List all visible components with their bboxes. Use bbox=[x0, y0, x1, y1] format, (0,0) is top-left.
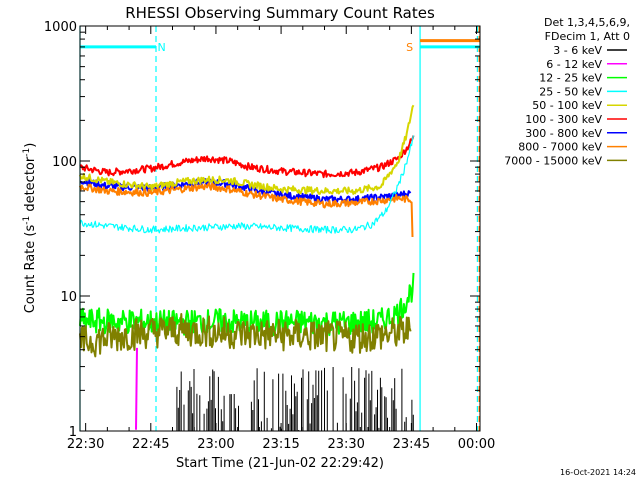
x-tick-label: 22:45 bbox=[132, 437, 169, 452]
y-tick-label: 100 bbox=[52, 155, 77, 170]
x-tick-label: 23:30 bbox=[327, 437, 364, 452]
y-axis-label-part3: ) bbox=[23, 143, 38, 148]
y-axis-label-part1: Count Rate (s bbox=[23, 225, 38, 314]
legend-label: 100 - 300 keV bbox=[525, 113, 602, 126]
legend-label: 7000 - 15000 keV bbox=[504, 154, 602, 167]
y-tick-label: 1000 bbox=[44, 20, 77, 35]
y-tick-label: 1 bbox=[69, 425, 77, 440]
legend-label: 6 - 12 keV bbox=[546, 58, 602, 71]
x-tick-label: 23:15 bbox=[262, 437, 299, 452]
y-axis-label-part2: detector bbox=[23, 156, 38, 216]
series-curve-0 bbox=[79, 135, 415, 179]
series-curve-5 bbox=[135, 347, 138, 430]
legend-label: 12 - 25 keV bbox=[539, 72, 602, 85]
footer-date: 16-Oct-2021 14:24 bbox=[560, 468, 636, 477]
y-axis-label: Count Rate (s-1 detector-1) bbox=[22, 143, 38, 314]
chart-title: RHESSI Observing Summary Count Rates bbox=[125, 4, 435, 22]
y-tick-label: 10 bbox=[60, 290, 77, 305]
legend-header-2: FDecim 1, Att 0 bbox=[545, 30, 630, 43]
annotation-0: N bbox=[158, 41, 166, 54]
y-axis-label-sup1: -1 bbox=[22, 216, 32, 225]
legend-label: 50 - 100 keV bbox=[532, 99, 602, 112]
x-tick-label: 23:45 bbox=[393, 437, 430, 452]
legend-label: 800 - 7000 keV bbox=[518, 141, 602, 154]
series-curve-4 bbox=[79, 135, 415, 234]
series-3-6-kev bbox=[176, 367, 414, 431]
x-tick-label: 22:30 bbox=[67, 437, 104, 452]
legend-header-1: Det 1,3,4,5,6,9, bbox=[544, 16, 630, 29]
legend-label: 300 - 800 keV bbox=[525, 127, 602, 140]
x-tick-label: 23:00 bbox=[197, 437, 234, 452]
series-curve-7 bbox=[79, 313, 412, 358]
x-axis-label: Start Time (21-Jun-02 22:29:42) bbox=[176, 456, 384, 471]
legend-label: 3 - 6 keV bbox=[553, 44, 602, 57]
x-tick-label: 00:00 bbox=[458, 437, 495, 452]
series-curve-3 bbox=[79, 182, 414, 238]
plot-frame bbox=[79, 25, 481, 432]
series-curve-2 bbox=[79, 104, 415, 195]
data-layer bbox=[79, 26, 480, 431]
legend-label: 25 - 50 keV bbox=[539, 85, 602, 98]
annotation-1: S bbox=[406, 41, 413, 54]
y-axis-label-sup2: -1 bbox=[22, 148, 32, 157]
axes-layer: 22:30 22:45 23:00 23:15 23:30 23:45 00:00 1 10 10… bbox=[44, 20, 495, 452]
